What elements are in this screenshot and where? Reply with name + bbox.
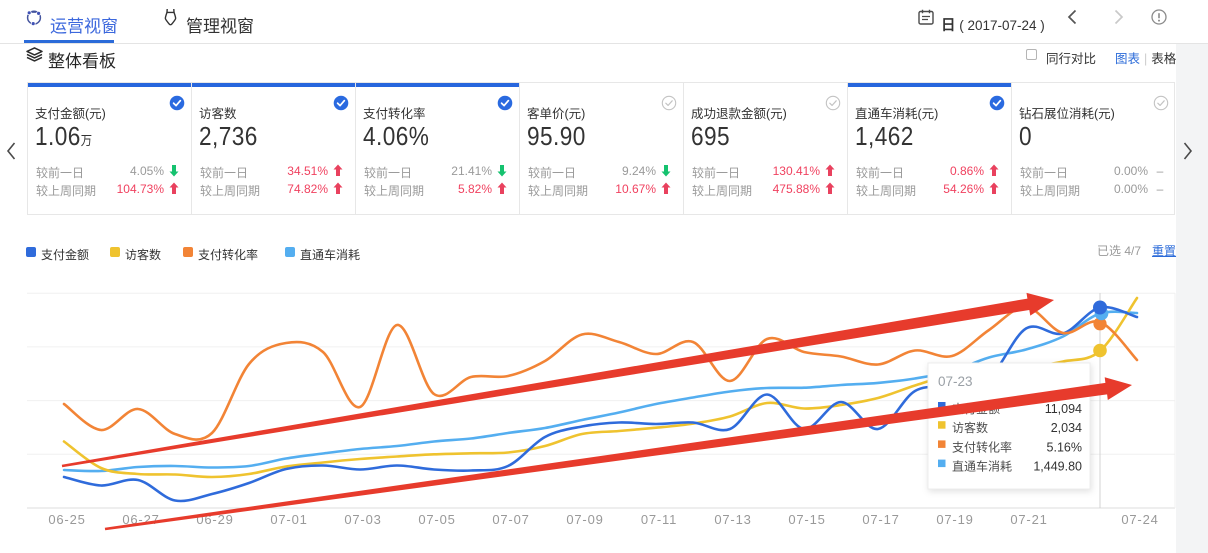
svg-text:支付转化率: 支付转化率	[952, 439, 1012, 454]
svg-text:07-01: 07-01	[270, 512, 307, 527]
svg-text:11,094: 11,094	[1045, 402, 1082, 416]
svg-text:07-17: 07-17	[862, 512, 899, 527]
svg-text:06-25: 06-25	[48, 512, 85, 527]
svg-text:07-19: 07-19	[936, 512, 973, 527]
svg-text:2,034: 2,034	[1051, 421, 1082, 435]
svg-text:07-09: 07-09	[566, 512, 603, 527]
svg-text:07-11: 07-11	[641, 512, 677, 527]
svg-text:07-13: 07-13	[714, 512, 751, 527]
svg-text:07-15: 07-15	[788, 512, 825, 527]
svg-text:直通车消耗: 直通车消耗	[952, 459, 1012, 474]
svg-text:访客数: 访客数	[952, 420, 988, 435]
svg-text:07-03: 07-03	[344, 512, 381, 527]
svg-text:07-24: 07-24	[1121, 512, 1158, 527]
svg-text:1,449.80: 1,449.80	[1033, 460, 1082, 474]
svg-text:07-07: 07-07	[492, 512, 529, 527]
svg-text:5.16%: 5.16%	[1047, 440, 1082, 454]
svg-text:07-21: 07-21	[1010, 512, 1047, 527]
svg-text:07-05: 07-05	[418, 512, 455, 527]
svg-text:07-23: 07-23	[938, 374, 973, 389]
